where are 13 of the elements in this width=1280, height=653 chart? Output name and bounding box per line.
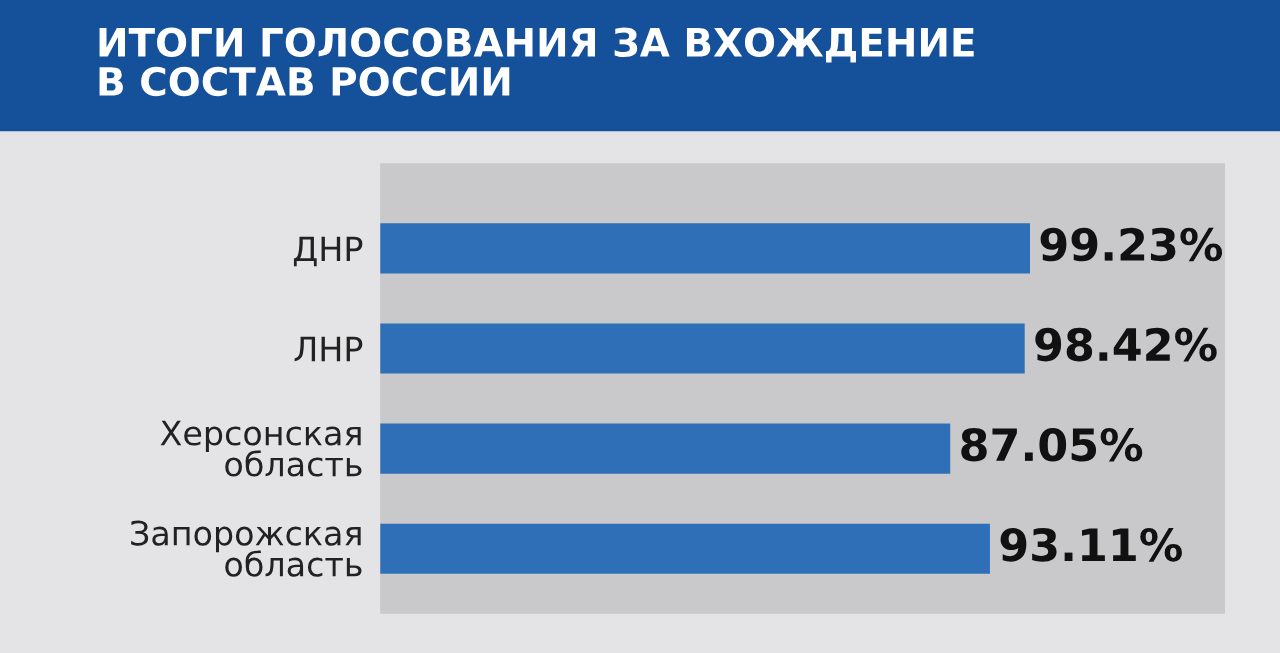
bar [380,323,1025,374]
y-tick-label: Херсонская область [160,420,362,477]
bar [380,523,990,574]
data-label: 98.42% [1035,327,1217,362]
chart-title: ИТОГИ ГОЛОСОВАНИЯ ЗА ВХОЖДЕНИЕ В СОСТАВ РОССИИ [99,27,974,97]
y-tick-label: Запорожская область [131,520,362,577]
bar [380,423,951,474]
y-tick-label: ДНР [293,236,363,267]
data-label: 99.23% [1040,227,1223,262]
data-label: 93.11% [1000,528,1182,562]
bar [380,223,1031,274]
data-label: 87.05% [961,427,1143,462]
y-tick-label: ЛНР [294,336,363,362]
